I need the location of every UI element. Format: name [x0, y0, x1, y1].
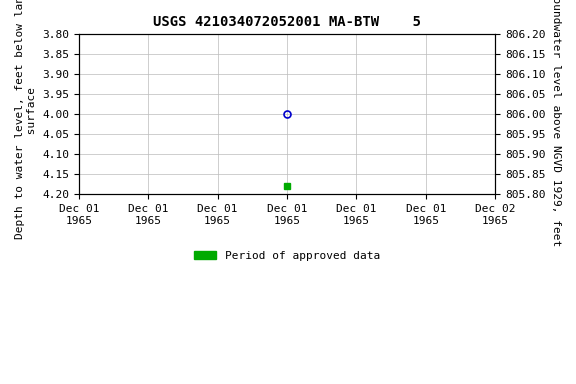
Legend: Period of approved data: Period of approved data — [190, 247, 385, 265]
Y-axis label: Depth to water level, feet below land
 surface: Depth to water level, feet below land su… — [15, 0, 37, 239]
Title: USGS 421034072052001 MA-BTW    5: USGS 421034072052001 MA-BTW 5 — [153, 15, 421, 29]
Y-axis label: Groundwater level above NGVD 1929, feet: Groundwater level above NGVD 1929, feet — [551, 0, 561, 246]
